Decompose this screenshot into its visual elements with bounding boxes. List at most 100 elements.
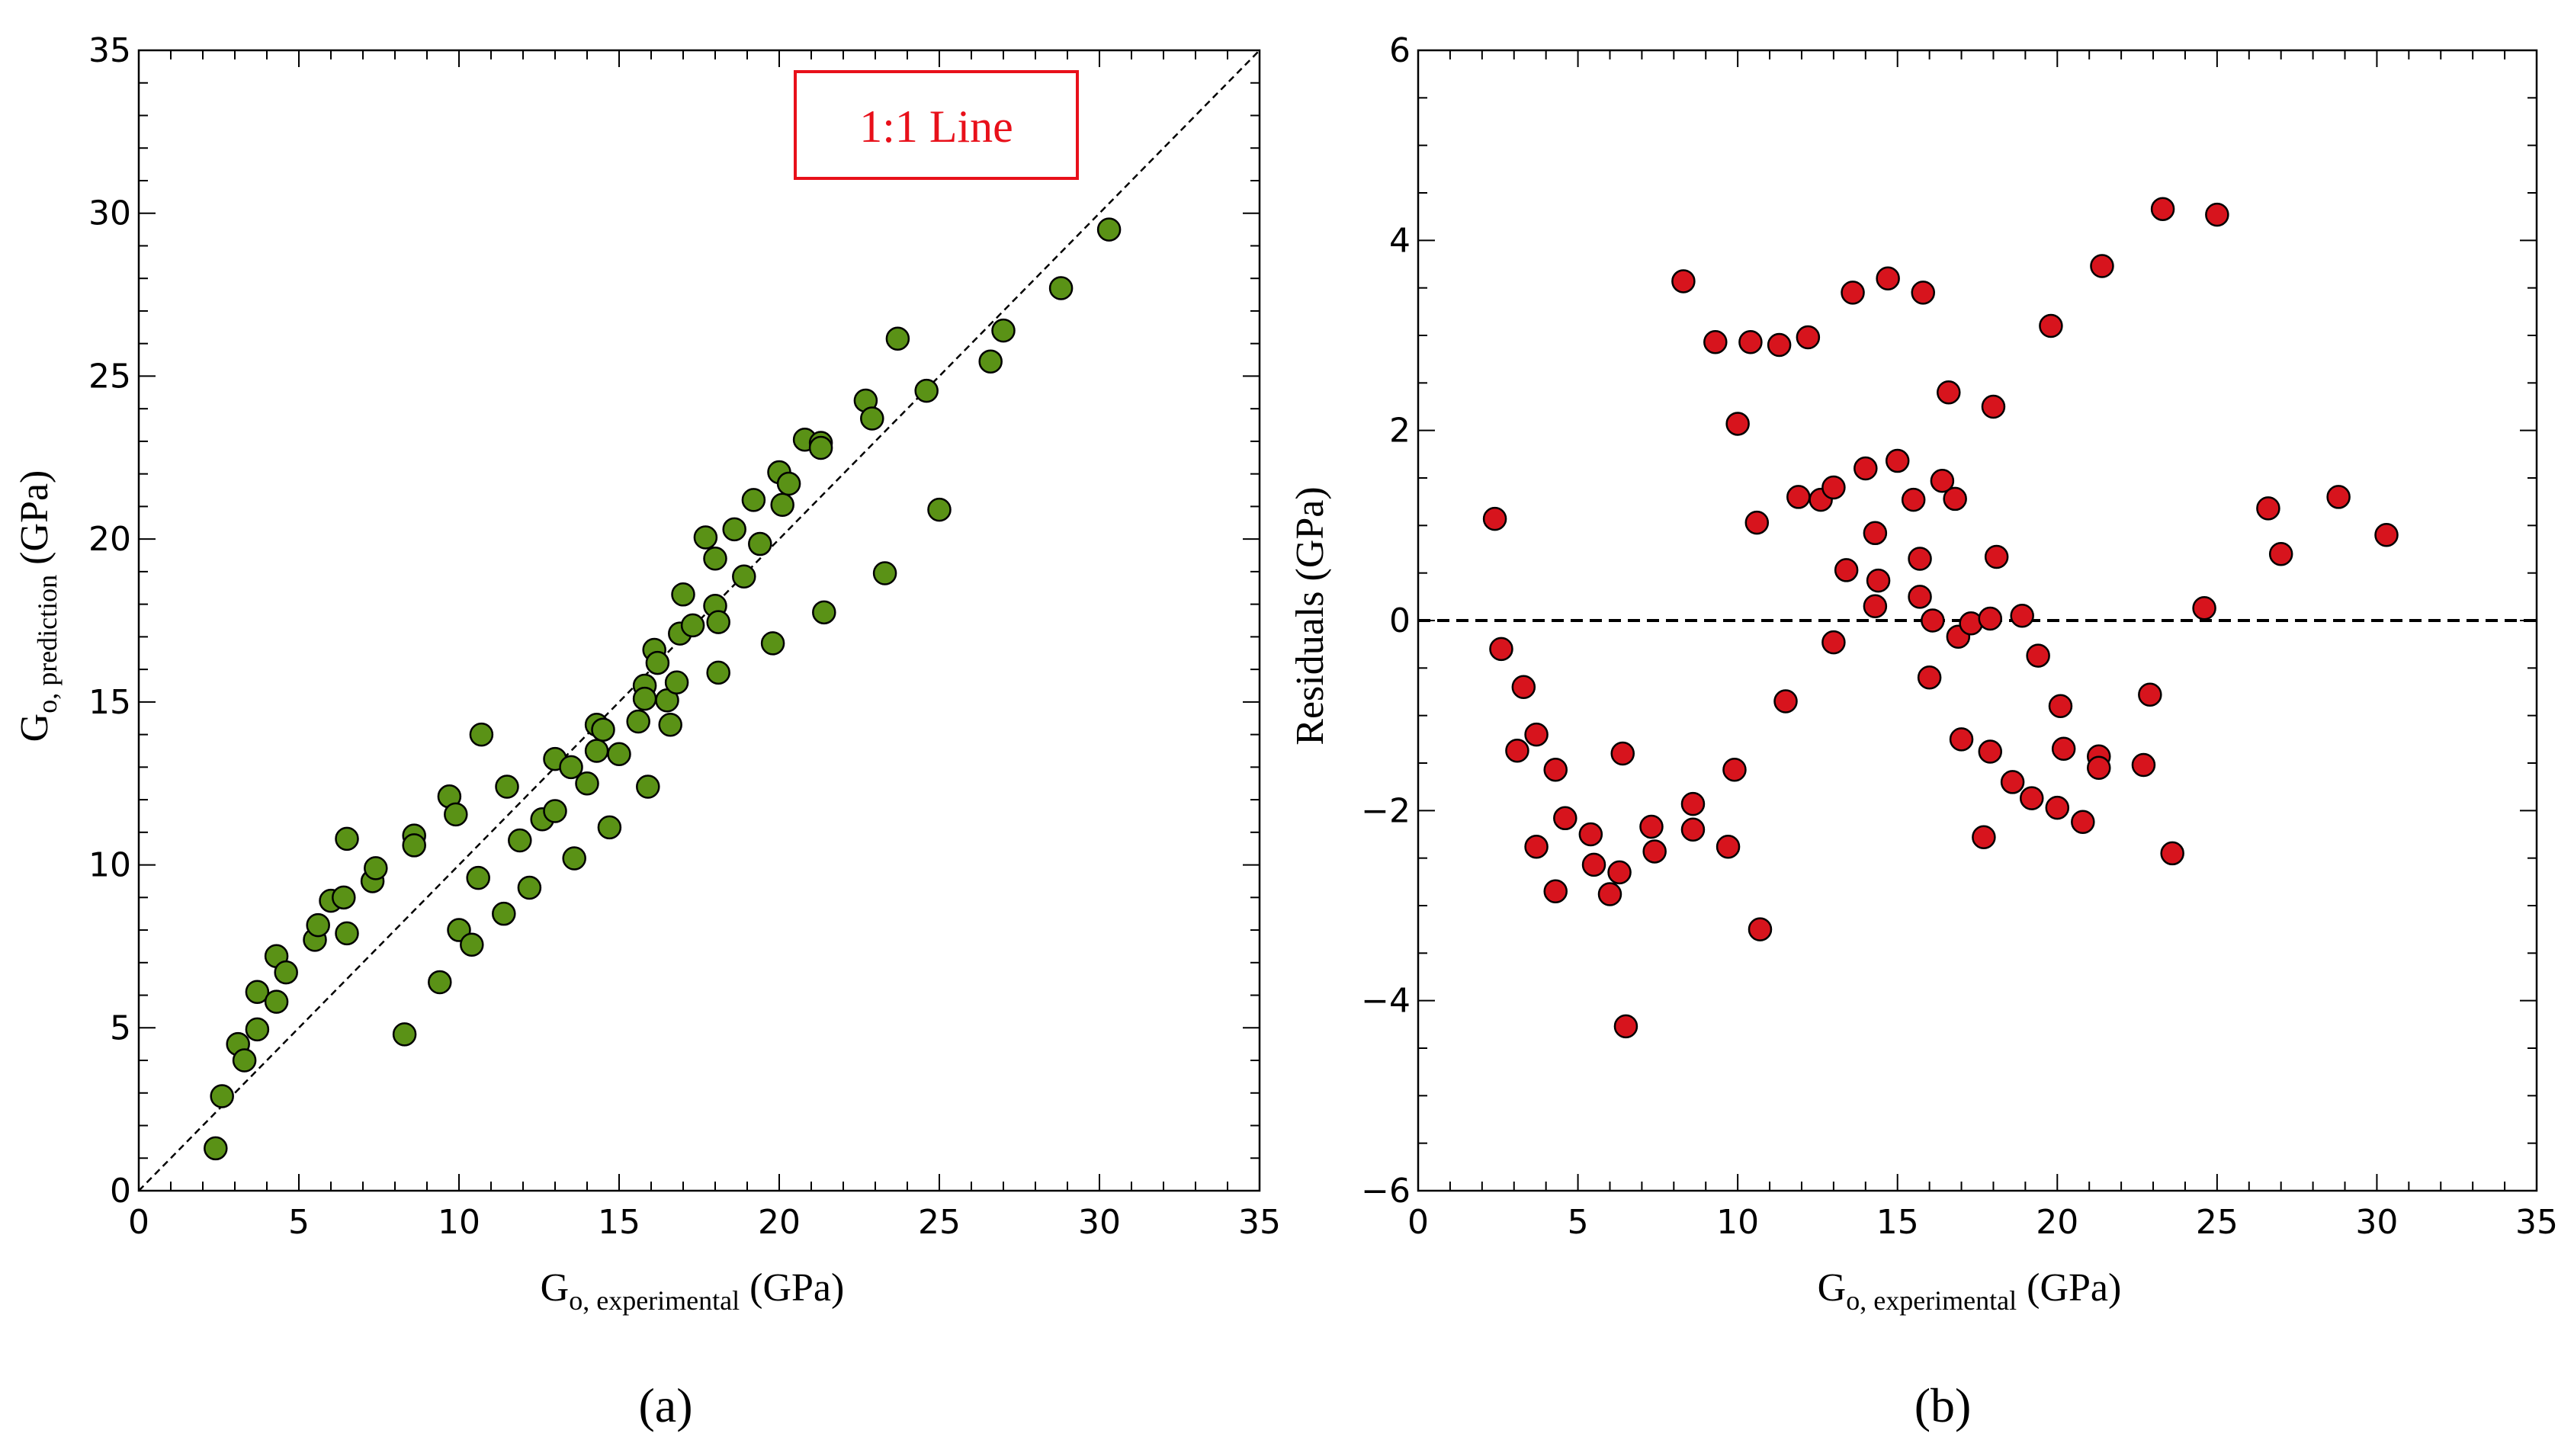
panel-a-data-point — [232, 1048, 257, 1073]
panel-a-data-point — [332, 885, 356, 910]
panel-a-data-point — [741, 488, 766, 512]
panel-a-plot-frame — [137, 49, 1261, 1192]
panel-b-data-point — [2150, 197, 2175, 221]
panel-a-data-point — [460, 932, 484, 957]
panel-a-data-point — [706, 660, 730, 685]
panel-b-data-point — [2039, 313, 2063, 338]
panel-a-data-point — [335, 826, 359, 851]
panel-b-data-point — [1511, 675, 1536, 700]
panel-b-x-tick-label: 20 — [2036, 1203, 2078, 1242]
panel-a-data-point — [760, 631, 785, 656]
panel-b-data-point — [1949, 727, 1974, 752]
panel-a-y-tick-label: 35 — [88, 31, 131, 70]
panel-a-x-tick-label: 0 — [128, 1203, 149, 1242]
panel-b-x-axis-title-unit: (GPa) — [2017, 1266, 2121, 1310]
panel-b-y-tick-label: 4 — [1389, 221, 1411, 260]
panel-b-y-tick-label: 6 — [1389, 31, 1411, 70]
panel-b-data-point — [1978, 606, 2003, 631]
panel-b-data-point — [1863, 521, 1888, 546]
panel-b-data-point — [1703, 329, 1728, 354]
panel-a-data-point — [770, 492, 794, 518]
panel-b-data-point — [1722, 757, 1747, 782]
panel-b-data-point — [1981, 394, 2006, 419]
panel-a-data-point — [1048, 276, 1074, 300]
panel-b-data-point — [1786, 485, 1811, 509]
panel-b-data-point — [1767, 332, 1792, 358]
panel-b-data-point — [1921, 608, 1945, 633]
panel-a-data-point — [444, 802, 468, 827]
panel-a-x-tick-label: 25 — [918, 1203, 961, 1242]
panel-b-data-point — [1607, 860, 1632, 885]
panel-b-x-axis-title-main: G — [1818, 1266, 1847, 1310]
panel-b-data-point — [1821, 630, 1846, 655]
panel-b-data-point — [1773, 689, 1798, 714]
panel-b-data-point — [1671, 269, 1696, 293]
panel-b-data-point — [1543, 879, 1568, 904]
panel-a-x-tick-label: 10 — [438, 1203, 480, 1242]
panel-a-ticks-layer — [138, 50, 1260, 1191]
panel-a-data-point — [626, 709, 650, 734]
panel-a-data-point — [492, 901, 516, 926]
panel-b-tick-labels-layer: 0 5 10 15 20 25 30 35 −6 −4 −2 0 2 4 6 — [1361, 31, 2558, 1242]
panel-b-data-point — [1911, 281, 1935, 305]
panel-a-data-point — [508, 828, 532, 853]
panel-b-data-point — [1876, 266, 1900, 290]
panel-b-x-axis-title-subscript: o, experimental — [1846, 1285, 2017, 1316]
panel-b-y-tick-label: 0 — [1389, 601, 1411, 640]
panel-b-data-point — [1796, 325, 1821, 350]
panel-b-scatter-chart: 0 5 10 15 20 25 30 35 −6 −4 −2 0 2 4 6 Go, experimenta… — [1289, 31, 2558, 1432]
panel-a-data-point — [632, 686, 657, 711]
panel-b-data-point — [1885, 448, 1910, 473]
panel-a-data-point — [658, 713, 682, 737]
panel-a-x-axis-title-unit: (GPa) — [740, 1266, 844, 1310]
panel-a-y-axis-title: Go, prediction (GPa) — [13, 470, 63, 742]
panel-a-data-point — [812, 600, 836, 625]
panel-a-data-point — [591, 717, 615, 742]
panel-a-y-axis-title-unit: (GPa) — [13, 470, 56, 575]
panel-b-data-point — [2071, 810, 2095, 835]
panel-b-data-point — [2010, 604, 2034, 628]
panel-a-data-point — [706, 610, 730, 634]
panel-a-data-point — [584, 739, 609, 763]
panel-a-data-point — [914, 378, 939, 403]
panel-a-x-tick-label: 30 — [1078, 1203, 1121, 1242]
panel-b-data-point — [1978, 739, 2003, 764]
panel-a-data-point — [335, 921, 359, 946]
panel-b-data-point — [2256, 496, 2280, 521]
panel-a-data-point — [776, 471, 801, 496]
panel-a-data-point — [860, 406, 884, 431]
panel-b-ticks-layer — [1417, 50, 2537, 1191]
panel-a-x-tick-label: 5 — [288, 1203, 310, 1242]
panel-a-y-axis-title-subscript: o, prediction — [32, 575, 63, 714]
panel-b-x-tick-label: 30 — [2355, 1203, 2398, 1242]
panel-b-data-point — [2087, 755, 2111, 780]
panel-a-data-point — [517, 875, 542, 900]
panel-b-data-point — [1841, 281, 1865, 305]
panel-b-x-tick-label: 15 — [1876, 1203, 1919, 1242]
panel-a-data-point — [245, 980, 270, 1005]
panel-b-data-point — [1908, 585, 1932, 609]
panel-a-y-tick-label: 25 — [88, 357, 131, 396]
panel-b-x-tick-label: 35 — [2515, 1203, 2558, 1242]
panel-a-data-point — [495, 775, 519, 799]
panel-a-y-tick-label: 0 — [110, 1172, 131, 1211]
panel-a-data-point — [597, 815, 622, 840]
panel-b-label: (b) — [1914, 1378, 1972, 1432]
panel-a-data-point — [722, 517, 746, 542]
panel-b-data-point — [1738, 329, 1763, 354]
panel-b-points-layer — [1482, 197, 2399, 1039]
panel-a-data-point — [645, 650, 670, 675]
panel-b-x-tick-label: 0 — [1407, 1203, 1429, 1242]
panel-b-data-point — [1578, 822, 1603, 847]
panel-b-data-point — [1834, 558, 1859, 582]
panel-b-y-axis-title: Residuals (GPa) — [1289, 486, 1332, 745]
panel-b-y-tick-label: 2 — [1389, 412, 1411, 451]
panel-a-data-point — [680, 613, 705, 638]
panel-b-data-point — [1639, 814, 1664, 839]
panel-a-x-tick-label: 20 — [758, 1203, 801, 1242]
panel-a-y-tick-label: 15 — [88, 683, 131, 722]
panel-b-data-point — [2045, 795, 2070, 820]
panel-a-scatter-chart: 0 5 10 15 20 25 30 35 0 5 10 15 20 25 30 35 1:1 Line Go… — [13, 31, 1281, 1432]
panel-a-data-point — [210, 1084, 234, 1108]
